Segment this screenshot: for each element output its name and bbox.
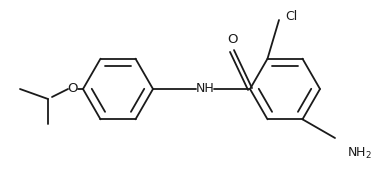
Text: Cl: Cl	[285, 10, 297, 22]
Text: NH: NH	[196, 82, 214, 95]
Text: NH$_2$: NH$_2$	[347, 146, 372, 161]
Text: O: O	[68, 82, 78, 95]
Text: O: O	[227, 33, 237, 46]
